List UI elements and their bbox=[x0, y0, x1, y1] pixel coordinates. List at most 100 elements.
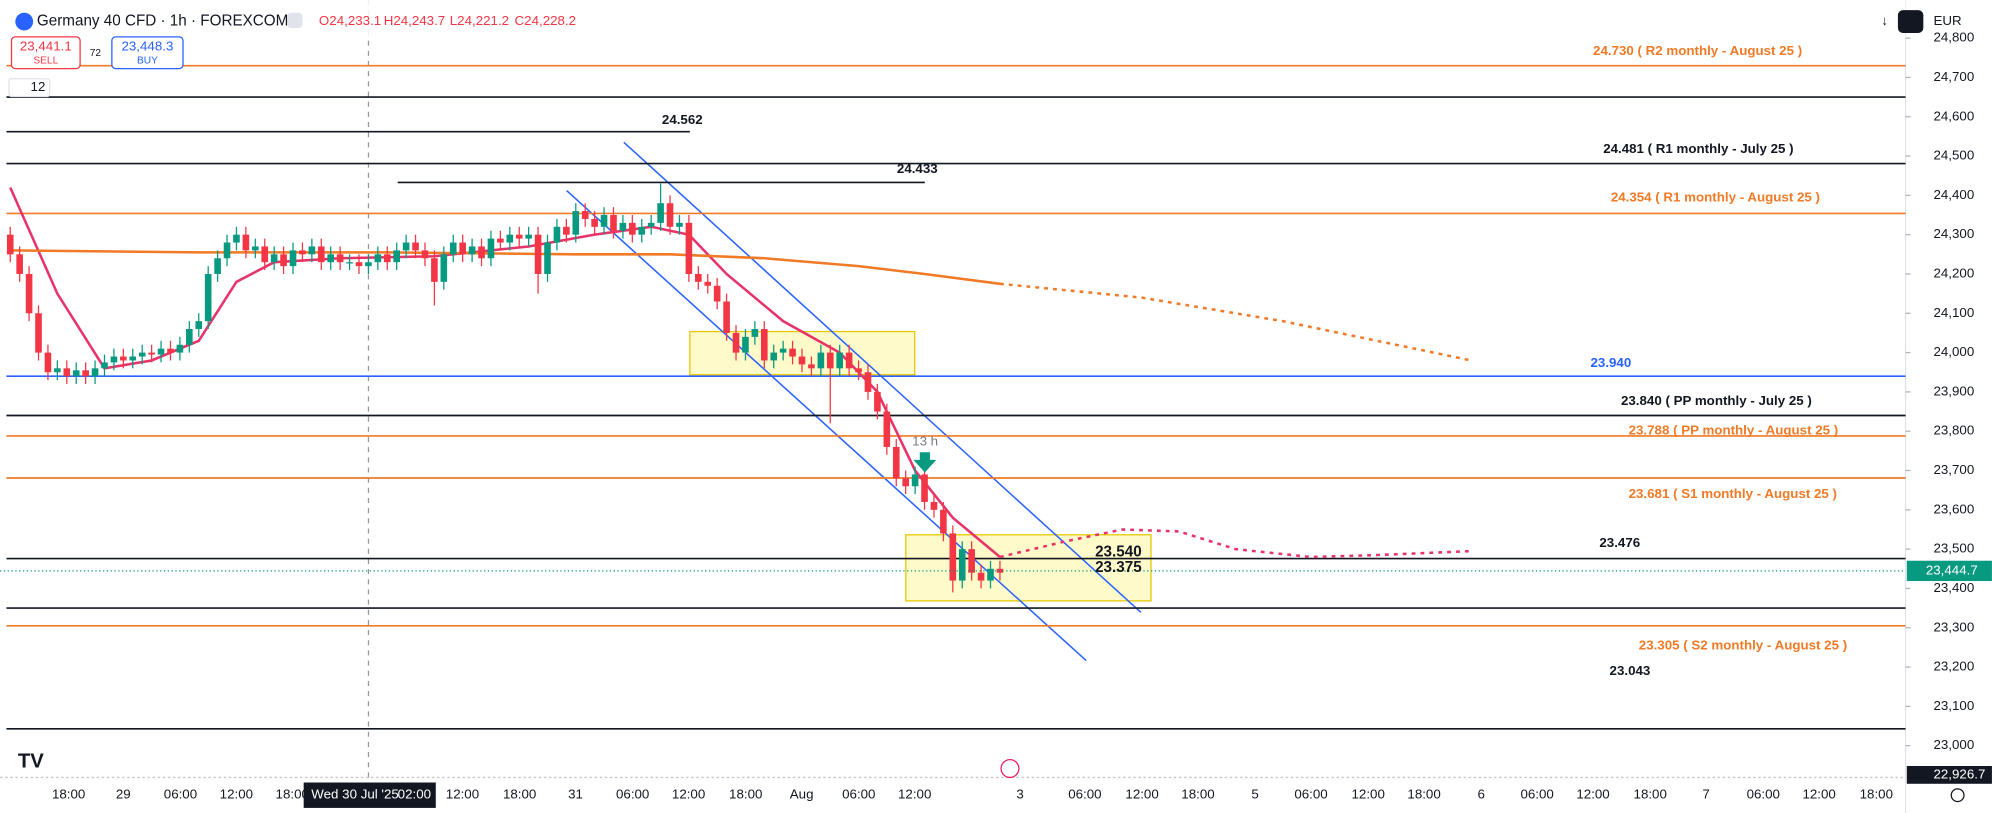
level-label: 24.481 ( R1 monthly - July 25 ) bbox=[1603, 141, 1793, 156]
candle-body bbox=[195, 321, 203, 330]
candle-body bbox=[270, 254, 278, 263]
x-tick-label: 12:00 bbox=[672, 787, 705, 802]
candle-body bbox=[723, 301, 730, 333]
candle-body bbox=[977, 572, 985, 581]
candle-body bbox=[44, 352, 52, 373]
settings-icon bbox=[1950, 788, 1965, 803]
bottom-price-label: 22,926.7 bbox=[1933, 766, 1985, 781]
currency[interactable]: EUR bbox=[1933, 13, 1961, 28]
level-label: 24.354 ( R1 monthly - August 25 ) bbox=[1611, 190, 1820, 205]
x-tick-label: 12:00 bbox=[898, 787, 931, 802]
candle-body bbox=[826, 352, 834, 369]
level-label: 24.562 bbox=[662, 112, 703, 127]
y-tick-label: 24,300 bbox=[1933, 226, 1974, 241]
y-tick-label: 23,200 bbox=[1933, 659, 1974, 674]
settings-button[interactable] bbox=[1897, 10, 1924, 34]
candle-body bbox=[478, 246, 485, 259]
y-tick-label: 24,000 bbox=[1933, 344, 1974, 359]
indicator-toggle[interactable] bbox=[8, 78, 51, 98]
x-tick-label: 06:00 bbox=[616, 787, 649, 802]
candle-body bbox=[515, 234, 523, 239]
candle-body bbox=[431, 258, 438, 282]
x-tick-label: 12:00 bbox=[1576, 787, 1609, 802]
candle-body bbox=[864, 372, 872, 392]
x-tick-label: 18:00 bbox=[52, 787, 85, 802]
x-tick-label: 06:00 bbox=[164, 787, 197, 802]
candle-body bbox=[497, 238, 504, 243]
candle-body bbox=[742, 336, 749, 353]
crosshair-time: 02:00 bbox=[398, 787, 431, 802]
candle-body bbox=[308, 246, 316, 255]
candle-body bbox=[6, 234, 14, 255]
x-tick-label: 12:00 bbox=[1802, 787, 1835, 802]
candle-body bbox=[25, 273, 33, 314]
x-tick-label: Aug bbox=[790, 787, 814, 802]
y-tick-label: 24,400 bbox=[1933, 187, 1974, 202]
y-tick-label: 23,100 bbox=[1933, 698, 1974, 713]
candle-body bbox=[921, 474, 928, 502]
level-label: 23.476 bbox=[1599, 535, 1640, 550]
down-arrow: ↓ bbox=[1881, 13, 1888, 28]
candle-body bbox=[402, 242, 410, 251]
buy-button[interactable] bbox=[111, 36, 184, 70]
y-tick-label: 23,300 bbox=[1933, 619, 1974, 634]
level-label: 23.940 bbox=[1591, 355, 1632, 370]
candle-body bbox=[346, 262, 353, 264]
candle-body bbox=[487, 238, 495, 259]
candle-body bbox=[129, 356, 137, 361]
channel-line bbox=[623, 141, 1142, 613]
candle-body bbox=[619, 222, 627, 231]
x-tick-label: 31 bbox=[568, 787, 583, 802]
candle-body bbox=[468, 246, 476, 255]
candle-body bbox=[157, 348, 165, 355]
indicator-count: 12 bbox=[31, 79, 46, 94]
x-tick-label: 18:00 bbox=[503, 787, 536, 802]
candle-body bbox=[186, 329, 193, 345]
candle-body bbox=[525, 234, 532, 239]
candle-body bbox=[987, 568, 994, 581]
x-tick-label: 12:00 bbox=[446, 787, 479, 802]
x-tick-label: 18:00 bbox=[276, 787, 309, 802]
candle-body bbox=[874, 391, 881, 412]
candle-body bbox=[365, 262, 372, 267]
candle-body bbox=[355, 262, 363, 267]
candle-body bbox=[591, 218, 598, 227]
candle-body bbox=[808, 364, 815, 369]
candle-body bbox=[902, 478, 909, 487]
sell-button[interactable] bbox=[10, 36, 81, 70]
sell-label: SELL bbox=[33, 56, 58, 67]
candle-body bbox=[393, 250, 400, 263]
candle-body bbox=[911, 474, 919, 487]
candle-body bbox=[836, 352, 844, 369]
ohlc: O24,233.1 bbox=[319, 13, 381, 28]
last-price-label: 23,444.7 bbox=[1926, 562, 1978, 577]
candle-body bbox=[629, 222, 636, 235]
candle-body bbox=[317, 246, 325, 263]
arrow-label: 13 h bbox=[912, 434, 938, 449]
candle-body bbox=[751, 329, 759, 337]
candle-body bbox=[968, 549, 975, 573]
level-label: 23.788 ( PP monthly - August 25 ) bbox=[1629, 422, 1839, 437]
candle-body bbox=[252, 246, 259, 251]
candle-body bbox=[732, 332, 740, 353]
x-tick-label: 06:00 bbox=[842, 787, 875, 802]
candle-body bbox=[374, 254, 382, 263]
candle-body bbox=[120, 356, 127, 361]
candle-body bbox=[563, 226, 570, 235]
candle-body bbox=[214, 258, 221, 274]
candle-body bbox=[760, 329, 768, 361]
candle-body bbox=[845, 352, 853, 369]
x-tick-label: 18:00 bbox=[729, 787, 762, 802]
x-tick-label: 12:00 bbox=[1125, 787, 1158, 802]
y-tick-label: 24,200 bbox=[1933, 265, 1974, 280]
candle-body bbox=[233, 234, 240, 243]
candle-body bbox=[883, 411, 891, 447]
candle-body bbox=[223, 242, 231, 259]
x-tick-label: 3 bbox=[1016, 787, 1023, 802]
y-tick-label: 23,700 bbox=[1933, 462, 1974, 477]
candle-body bbox=[581, 211, 589, 219]
box-label: 23.375 bbox=[1095, 559, 1142, 576]
candle-body bbox=[940, 509, 947, 534]
crosshair-date: Wed 30 Jul '25 bbox=[311, 787, 399, 802]
